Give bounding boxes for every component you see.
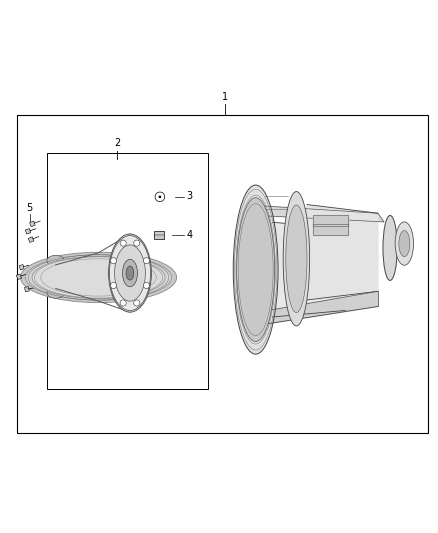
Ellipse shape — [115, 245, 145, 301]
Ellipse shape — [21, 252, 177, 303]
Ellipse shape — [233, 185, 278, 354]
Ellipse shape — [134, 240, 140, 246]
Bar — [154, 231, 164, 239]
Ellipse shape — [109, 234, 152, 312]
Ellipse shape — [25, 255, 172, 300]
Ellipse shape — [383, 215, 397, 280]
Ellipse shape — [283, 191, 310, 326]
Ellipse shape — [120, 240, 126, 246]
Polygon shape — [307, 205, 378, 300]
Ellipse shape — [47, 287, 64, 298]
Text: 5: 5 — [27, 203, 33, 213]
Ellipse shape — [399, 231, 410, 256]
Ellipse shape — [47, 255, 64, 266]
Text: 3: 3 — [186, 191, 192, 201]
Bar — [19, 264, 24, 270]
Polygon shape — [254, 205, 384, 222]
Bar — [16, 274, 21, 279]
Bar — [17, 115, 428, 433]
Ellipse shape — [395, 222, 413, 265]
Bar — [25, 287, 29, 292]
Text: 1: 1 — [222, 92, 228, 102]
Bar — [25, 229, 31, 234]
Ellipse shape — [126, 266, 134, 280]
Polygon shape — [260, 292, 378, 325]
Ellipse shape — [32, 256, 165, 298]
Bar — [30, 221, 35, 227]
Bar — [313, 215, 348, 226]
Circle shape — [159, 196, 161, 198]
Bar — [313, 224, 348, 235]
Bar — [47, 152, 208, 389]
Polygon shape — [313, 224, 348, 235]
Ellipse shape — [110, 257, 117, 264]
Ellipse shape — [134, 300, 140, 306]
Ellipse shape — [123, 260, 138, 287]
Ellipse shape — [286, 205, 307, 312]
Ellipse shape — [237, 198, 275, 342]
Polygon shape — [273, 222, 345, 317]
Bar — [28, 237, 34, 243]
Ellipse shape — [110, 282, 117, 288]
Ellipse shape — [143, 282, 149, 288]
Text: 4: 4 — [186, 230, 192, 240]
Ellipse shape — [120, 300, 126, 306]
Ellipse shape — [143, 257, 149, 264]
Polygon shape — [313, 215, 348, 226]
Text: 2: 2 — [114, 138, 120, 148]
